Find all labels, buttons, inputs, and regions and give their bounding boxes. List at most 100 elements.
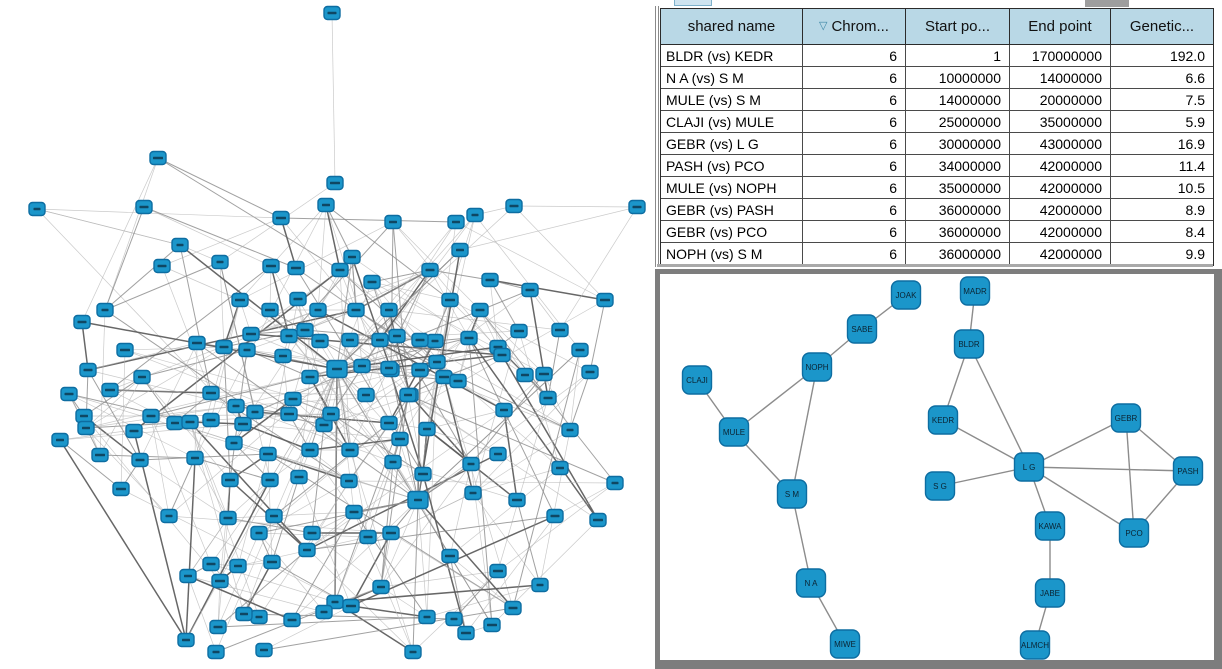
network-edge (569, 371, 591, 431)
node-MADR[interactable] (959, 276, 991, 306)
node-label-smudge (386, 531, 396, 535)
node-label: MULE (723, 428, 745, 437)
node-label: KAWA (1039, 522, 1063, 531)
node-L-G[interactable] (1013, 452, 1045, 482)
node-label-smudge (423, 427, 431, 431)
network-edge (99, 309, 106, 456)
network-view-preview[interactable]: JOAK MADR SABE NOPH BLDR CLAJI MULE KEDR GEBR L G… (655, 269, 1222, 669)
node-label: NOPH (805, 363, 828, 372)
network-edge (59, 439, 122, 490)
network-view-main[interactable] (0, 0, 655, 669)
table-row[interactable]: N A (vs) S M 6 10000000 14000000 6.6 (661, 67, 1213, 89)
network-edge (229, 349, 248, 481)
node-KEDR[interactable] (927, 405, 959, 435)
network-edge (104, 309, 256, 413)
node-label-smudge (345, 448, 355, 452)
table-row[interactable]: BLDR (vs) KEDR 6 1 170000000 192.0 (661, 45, 1213, 67)
network-edge (124, 346, 225, 351)
node-CLAJI[interactable] (681, 365, 713, 395)
node-N-A[interactable] (795, 568, 827, 598)
column-header-label: Start po... (924, 18, 991, 35)
network-edge (349, 449, 414, 653)
network-edge (179, 244, 338, 370)
node-label-smudge (255, 531, 263, 535)
column-header-chrom-[interactable]: ▽ Chrom... (803, 9, 906, 45)
column-header-end-point[interactable]: End point (1010, 9, 1111, 45)
network-edge (479, 309, 545, 375)
cell-value: 10000000 (906, 67, 1010, 89)
node-MULE[interactable] (718, 417, 750, 447)
node-label-smudge (101, 308, 109, 312)
network-edge (380, 463, 472, 588)
table-row[interactable]: GEBR (vs) PASH 6 36000000 42000000 8.9 (661, 199, 1213, 221)
table-tab-fragment[interactable] (674, 0, 712, 6)
network-edge (194, 457, 229, 519)
table-row[interactable]: GEBR (vs) PCO 6 36000000 42000000 8.4 (661, 221, 1213, 243)
node-label-smudge (216, 260, 224, 264)
table-row[interactable]: NOPH (vs) S M 6 36000000 42000000 9.9 (661, 243, 1213, 265)
node-label-smudge (445, 554, 455, 558)
node-label-smudge (439, 375, 449, 379)
network-edge (379, 339, 571, 431)
column-header-start-po-[interactable]: Start po... (906, 9, 1010, 45)
node-NOPH[interactable] (801, 352, 833, 382)
table-row[interactable]: MULE (vs) S M 6 14000000 20000000 7.5 (661, 89, 1213, 111)
node-ALMCH[interactable] (1019, 630, 1051, 660)
node-label-smudge (116, 487, 126, 491)
preview-network-canvas[interactable]: JOAK MADR SABE NOPH BLDR CLAJI MULE KEDR GEBR L G… (660, 274, 1214, 660)
table-bottom-scrollbar[interactable] (657, 264, 1213, 267)
cell-value: 42000000 (1010, 243, 1111, 265)
cell-value: 6 (803, 89, 906, 111)
network-edge (449, 555, 467, 634)
column-header-genetic-[interactable]: Genetic... (1111, 9, 1213, 45)
main-network-canvas[interactable] (0, 0, 655, 669)
node-label-smudge (423, 615, 431, 619)
column-header-shared-name[interactable]: shared name (661, 9, 803, 45)
filter-icon[interactable]: ▽ (819, 20, 828, 32)
table-row[interactable]: PASH (vs) PCO 6 34000000 42000000 11.4 (661, 155, 1213, 177)
node-label-smudge (291, 266, 301, 270)
node-SABE[interactable] (846, 314, 878, 344)
node-PCO[interactable] (1118, 518, 1150, 548)
node-S-G[interactable] (924, 471, 956, 501)
node-GEBR[interactable] (1110, 403, 1142, 433)
cell-value: 7.5 (1111, 89, 1213, 111)
network-edge (380, 499, 419, 588)
node-label-smudge (82, 426, 90, 430)
network-edge (350, 532, 392, 607)
network-edge (559, 206, 638, 331)
node-label-smudge (215, 579, 225, 583)
node-label-smudge (105, 388, 115, 392)
table-left-border (655, 6, 656, 267)
network-edge (223, 346, 231, 481)
network-edge (392, 461, 518, 501)
network-edge (472, 371, 591, 494)
node-KAWA[interactable] (1034, 511, 1066, 541)
node-JABE[interactable] (1034, 578, 1066, 608)
network-edge (513, 205, 638, 208)
node-label-smudge (331, 600, 339, 604)
node-S-M[interactable] (776, 479, 808, 509)
node-MIWE[interactable] (829, 629, 861, 659)
node-label-smudge (315, 339, 325, 343)
node-label-smudge (348, 255, 356, 259)
node-PASH[interactable] (1172, 456, 1204, 486)
table-row[interactable]: GEBR (vs) L G 6 30000000 43000000 16.9 (661, 133, 1213, 155)
network-edge (791, 366, 818, 495)
table-row[interactable]: MULE (vs) NOPH 6 35000000 42000000 10.5 (661, 177, 1213, 199)
network-edge (489, 279, 520, 332)
node-label-smudge (206, 391, 216, 395)
edge-attribute-table: shared name ▽ Chrom... Start po... End point… (660, 8, 1214, 266)
node-label: KEDR (932, 416, 954, 425)
cell-value: 42000000 (1010, 199, 1111, 221)
network-edge (81, 321, 89, 371)
node-JOAK[interactable] (890, 280, 922, 310)
horizontal-scrollbar-fragment[interactable] (1085, 0, 1129, 7)
network-edge (543, 373, 571, 431)
table-row[interactable]: CLAJI (vs) MULE 6 25000000 35000000 5.9 (661, 111, 1213, 133)
node-label-smudge (305, 375, 315, 379)
network-edge (379, 269, 431, 341)
node-BLDR[interactable] (953, 329, 985, 359)
network-edge (187, 575, 217, 653)
